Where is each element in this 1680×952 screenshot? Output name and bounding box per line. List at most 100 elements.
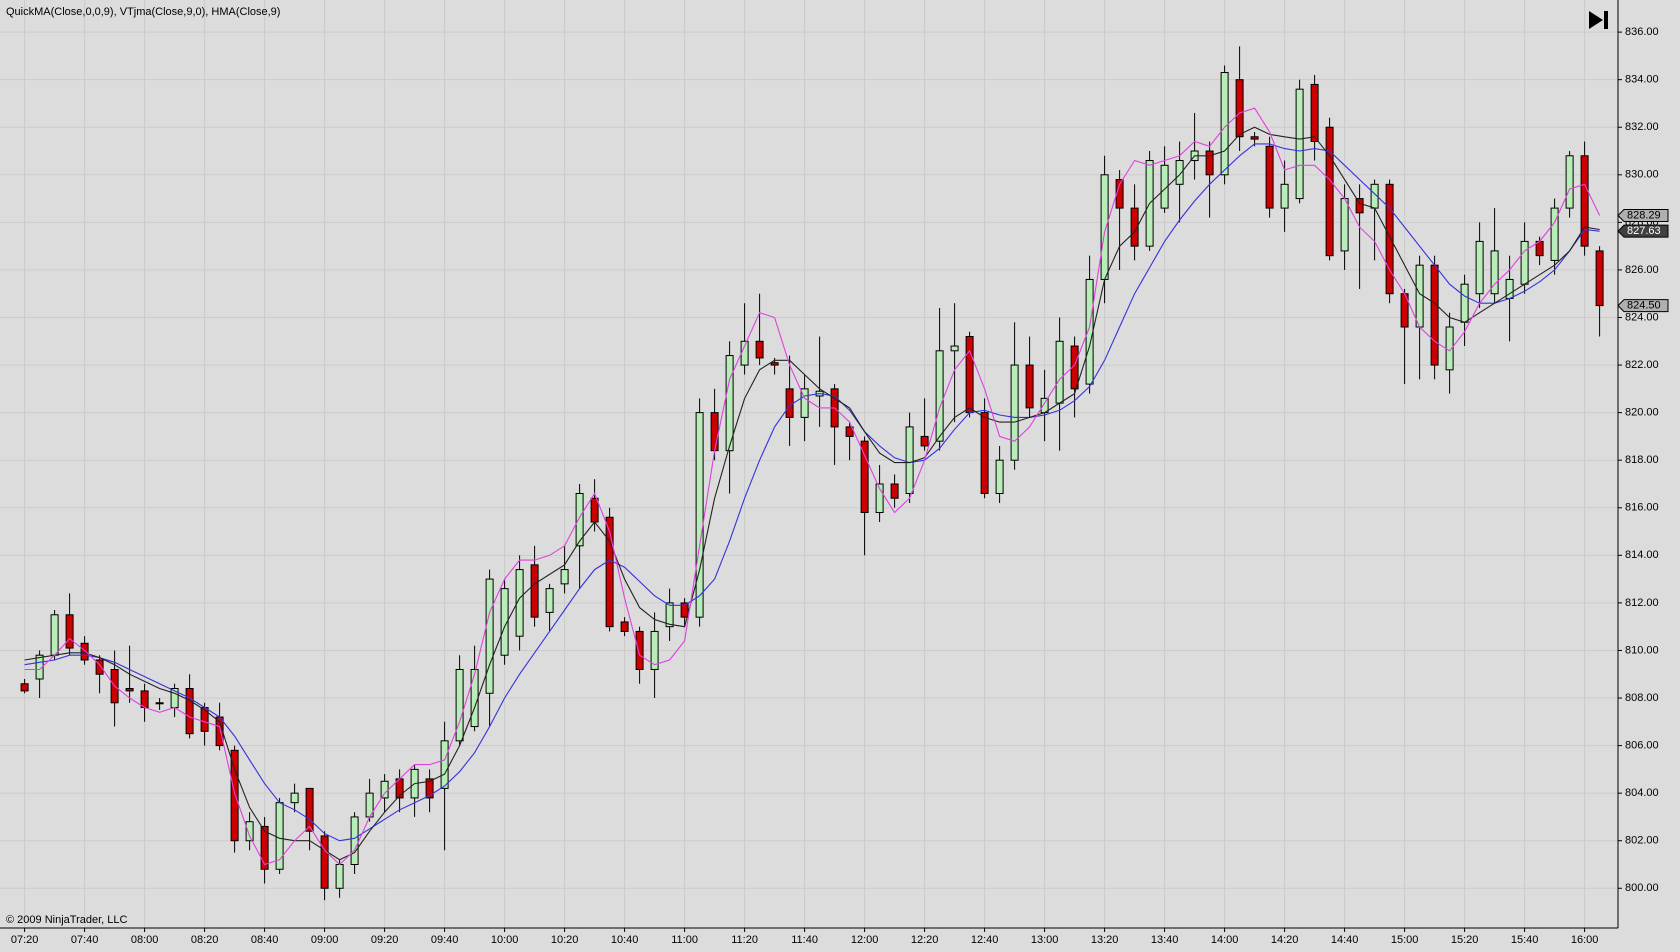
play-icon[interactable] [1589,11,1603,29]
candle-body [1475,240,1484,295]
candle-body [1220,72,1229,176]
candle-body [920,435,929,447]
candle-body [1025,364,1034,409]
candle-body [1100,174,1109,280]
candle-body [1280,183,1289,209]
indicator-line [24,126,1600,861]
candle-body [455,668,464,742]
candle-body [995,459,1004,494]
candle-body [1460,283,1469,323]
candle-body [1310,83,1319,143]
candle-body [665,602,674,628]
indicator-line [24,107,1601,866]
price-marker-label: 824.50 [1627,300,1661,312]
candle-body [1205,150,1214,176]
candle-body [290,792,299,804]
x-tick-label: 09:20 [371,934,399,946]
candle-body [875,483,884,514]
candle-body [50,614,59,656]
x-tick-label: 10:40 [611,934,639,946]
y-tick-label: 836.00 [1625,26,1659,38]
candle-body [1235,79,1244,138]
candle-body [200,707,209,732]
x-tick-label: 15:20 [1451,934,1479,946]
y-tick-label: 810.00 [1625,644,1659,656]
candle-body [980,412,989,494]
candle-body [485,578,494,694]
scroll-end-button[interactable] [1589,11,1608,29]
candle-body [680,602,689,618]
candle-body [1490,250,1499,295]
candle-body [125,688,134,692]
candle-body [245,821,254,842]
candle-body [890,483,899,499]
plot [20,46,1604,901]
candle-body [1550,207,1559,261]
candle-body [1250,136,1259,140]
candle-body [440,740,449,789]
candle-body [905,426,914,494]
candle-body [755,340,764,359]
y-tick-label: 802.00 [1625,835,1659,847]
candle-body [320,835,329,889]
candle-body [590,497,599,523]
candle-body [500,588,509,656]
candle-body [1265,145,1274,209]
candle-body [530,564,539,618]
candle-body [800,388,809,418]
x-tick-label: 14:40 [1331,934,1359,946]
y-tick-label: 822.00 [1625,359,1659,371]
candle-body [185,688,194,735]
y-tick-label: 830.00 [1625,169,1659,181]
candle-body [605,516,614,628]
copyright: © 2009 NinjaTrader, LLC [6,914,127,926]
y-tick-label: 816.00 [1625,502,1659,514]
candle-body [95,659,104,675]
chart-title: QuickMA(Close,0,0,9), VTjma(Close,9,0), … [6,6,280,18]
x-tick-label: 12:00 [851,934,879,946]
candle-body [1130,207,1139,247]
x-tick-label: 14:00 [1211,934,1239,946]
candle-body [965,336,974,414]
price-marker [1617,224,1669,238]
candle-body [1010,364,1019,461]
candle-body [1565,155,1574,209]
x-tick-label: 10:20 [551,934,579,946]
candle-body [20,683,29,692]
candle-body [950,345,959,352]
end-bar-icon[interactable] [1604,11,1608,29]
price-marker [1617,208,1669,222]
candle-body [260,825,269,870]
x-tick-label: 13:40 [1151,934,1179,946]
y-tick-label: 826.00 [1625,264,1659,276]
candle-body [545,588,554,613]
candle-body [1430,264,1439,366]
candle-body [845,426,854,437]
x-tick-label: 13:20 [1091,934,1119,946]
candle-body [155,702,164,705]
x-tick-label: 14:20 [1271,934,1299,946]
price-marker [1617,299,1669,313]
candle-body [935,350,944,442]
candle-body [350,816,359,866]
y-tick-label: 800.00 [1625,882,1659,894]
candle-body [725,355,734,452]
grid [0,0,1618,928]
y-tick-label: 808.00 [1625,692,1659,704]
y-tick-label: 824.00 [1625,311,1659,323]
x-tick-label: 13:00 [1031,934,1059,946]
candle-body [785,388,794,418]
x-tick-label: 07:40 [71,934,99,946]
x-tick-label: 08:20 [191,934,219,946]
candle-body [770,362,779,366]
price-marker-label: 827.63 [1627,225,1661,237]
candle-body [1325,126,1334,257]
candle-body [140,690,149,709]
candle-body [1160,164,1169,209]
y-tick-label: 820.00 [1625,407,1659,419]
candle-body [380,780,389,799]
price-marker-label: 828.29 [1627,209,1661,221]
x-tick-label: 12:20 [911,934,939,946]
